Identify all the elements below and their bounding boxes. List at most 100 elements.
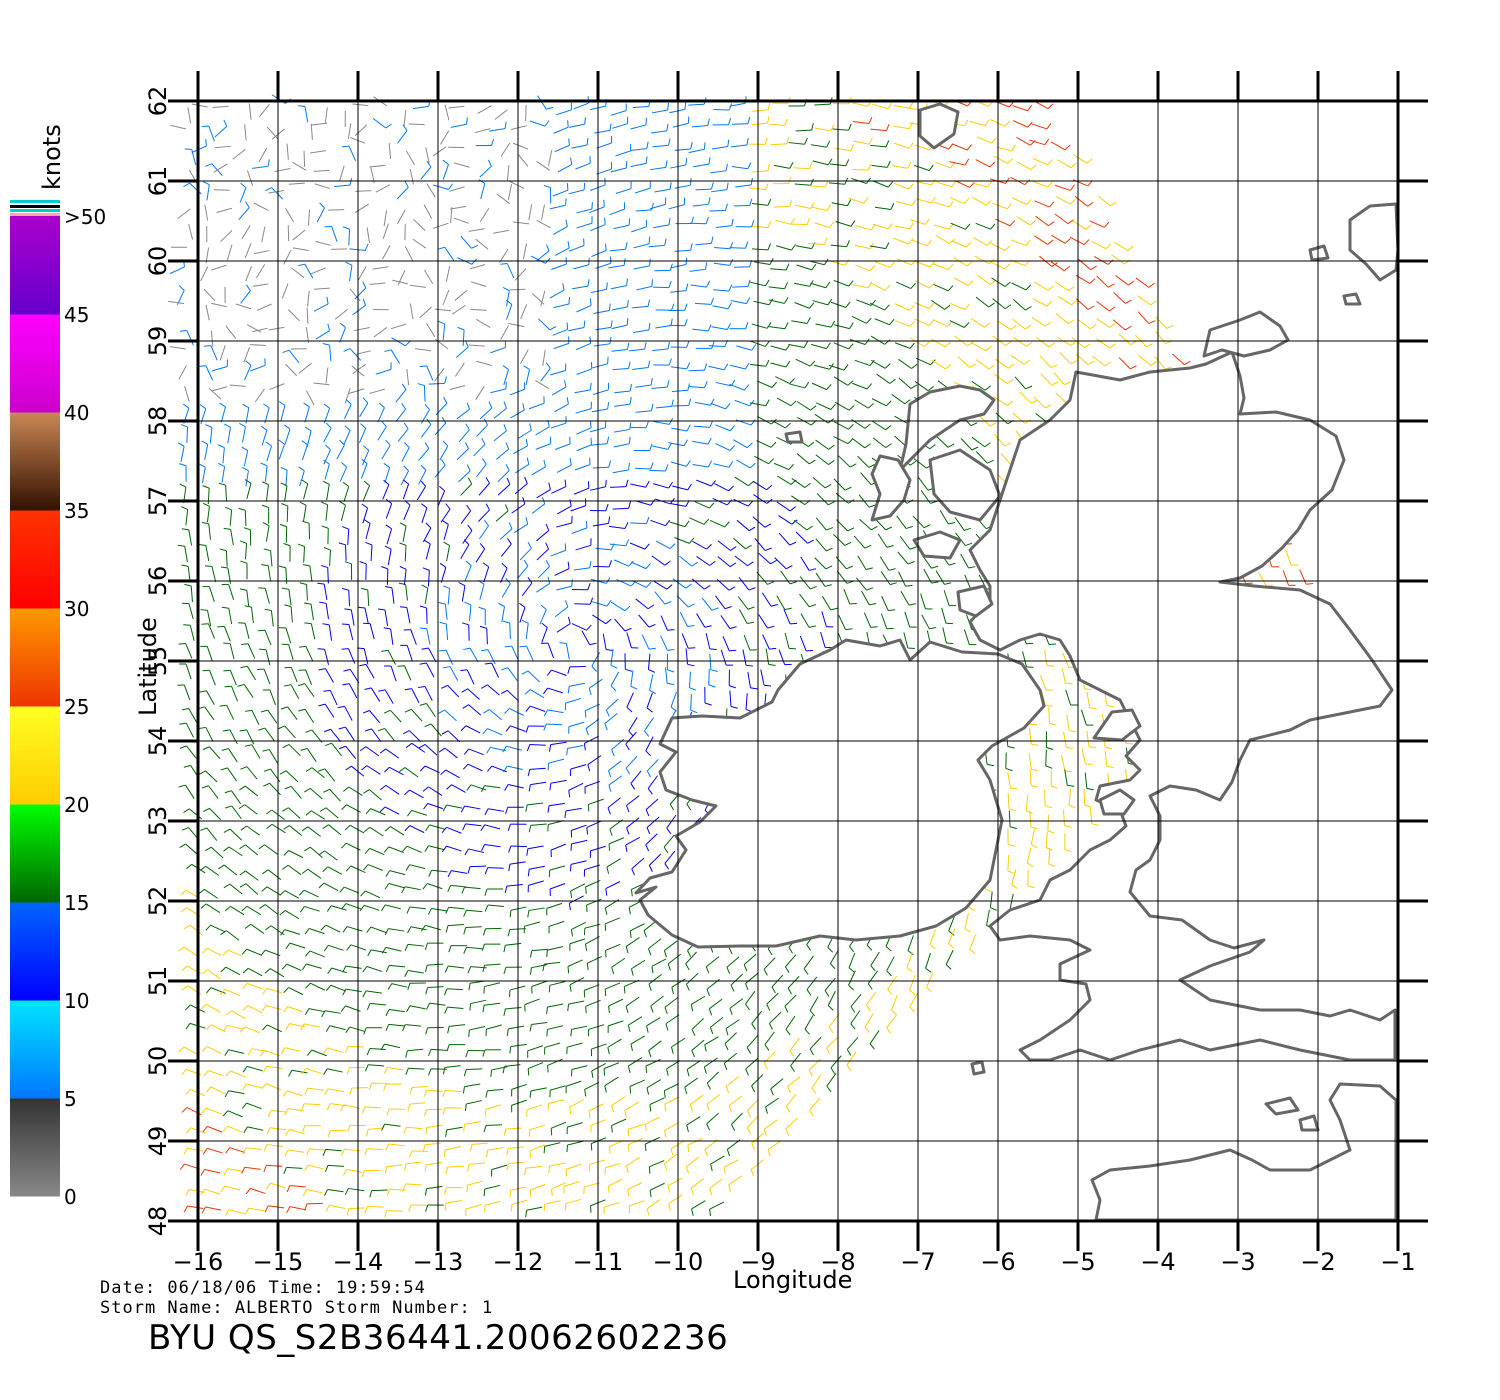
wind-vector: [654, 188, 671, 193]
wind-vector: [426, 1185, 443, 1190]
wind-vector: [538, 318, 551, 331]
wind-vector: [722, 635, 730, 652]
wind-barb: [685, 984, 690, 991]
wind-barb: [866, 587, 874, 591]
wind-barb: [279, 770, 287, 775]
wind-vector: [593, 565, 610, 568]
wind-barb: [664, 238, 667, 246]
wind-barb: [503, 424, 507, 432]
wind-vector: [612, 123, 628, 129]
map-grid: [197, 100, 1399, 1222]
wind-barb: [567, 616, 571, 624]
wind-vector: [266, 484, 269, 501]
wind-vector: [390, 826, 405, 836]
wind-vector: [776, 501, 791, 512]
wind-vector: [795, 531, 808, 544]
wind-barb: [425, 1027, 429, 1035]
wind-barb: [439, 621, 447, 625]
wind-barb: [687, 624, 695, 628]
wind-barb: [200, 609, 208, 611]
wind-vector: [344, 387, 351, 404]
wind-vector: [568, 782, 584, 791]
wind-barb: [542, 964, 545, 972]
wind-barb: [768, 1023, 773, 1030]
wind-vector: [306, 963, 322, 969]
wind-barb: [404, 340, 411, 347]
wind-vector: [861, 590, 870, 606]
wind-barb: [909, 989, 916, 995]
wind-barb: [502, 286, 510, 292]
wind-barb: [984, 119, 990, 126]
wind-barb: [463, 647, 471, 651]
wind-barb: [810, 405, 817, 411]
wind-vector: [409, 730, 422, 743]
wind-barb: [650, 377, 653, 386]
wind-vector: [522, 243, 528, 260]
wind-vector: [540, 290, 546, 307]
wind-vector: [812, 477, 826, 489]
wind-vector: [290, 606, 293, 623]
wind-vector: [189, 808, 203, 820]
wind-vector: [557, 163, 573, 173]
wind-vector: [810, 343, 827, 350]
wind-vector: [324, 649, 330, 665]
wind-vector: [369, 388, 386, 394]
wind-vector: [610, 110, 627, 116]
wind-vector: [1062, 809, 1066, 826]
wind-barb: [644, 730, 650, 737]
wind-barb: [543, 709, 549, 717]
wind-barb: [684, 319, 688, 326]
wind-barb: [508, 864, 511, 872]
wind-barb: [1031, 399, 1038, 404]
wind-vector: [572, 285, 589, 290]
wind-barb: [483, 986, 485, 994]
wind-vector: [551, 486, 567, 494]
wind-barb: [485, 1090, 488, 1098]
wind-vector: [1155, 316, 1168, 329]
wind-vector: [610, 601, 625, 612]
wind-vector: [290, 786, 302, 799]
wind-vector: [268, 1205, 285, 1209]
foula-island: [1308, 244, 1330, 262]
wind-vector: [531, 1022, 548, 1026]
wind-vector: [227, 767, 238, 782]
wind-barb: [611, 1105, 614, 1113]
wind-barb: [904, 399, 911, 405]
wind-barb: [480, 785, 485, 793]
wind-vector: [460, 544, 470, 559]
wind-vector: [479, 165, 492, 178]
wind-vector: [445, 769, 460, 779]
wind-vector: [499, 528, 513, 540]
wind-barb: [704, 381, 708, 388]
wind-vector: [510, 409, 525, 419]
wind-barb: [785, 966, 790, 974]
wind-barb: [647, 948, 652, 956]
wind-vector: [469, 264, 486, 270]
wind-barb: [669, 803, 675, 811]
wind-barb: [708, 684, 716, 688]
wind-barb: [964, 928, 972, 933]
wind-barb: [244, 709, 253, 712]
wind-barb: [326, 296, 329, 304]
wind-barb: [363, 519, 371, 524]
wind-barb: [503, 1128, 507, 1137]
wind-barb: [627, 1025, 631, 1033]
wind-barb: [530, 967, 532, 975]
wind-vector: [692, 464, 709, 468]
wind-vector: [975, 296, 989, 308]
wind-barb: [809, 603, 816, 608]
wind-vector: [494, 109, 508, 120]
wind-vector: [630, 162, 647, 168]
wind-vector: [607, 1038, 622, 1048]
wind-barb: [528, 784, 531, 792]
wind-vector: [384, 728, 395, 742]
wind-barb: [770, 603, 778, 607]
wind-vector: [206, 903, 221, 914]
wind-vector: [189, 182, 202, 195]
wind-barb: [791, 519, 798, 525]
wind-barb: [245, 201, 250, 208]
wind-barb: [384, 586, 393, 589]
wind-barb: [968, 566, 976, 569]
wind-barb: [1049, 722, 1057, 726]
